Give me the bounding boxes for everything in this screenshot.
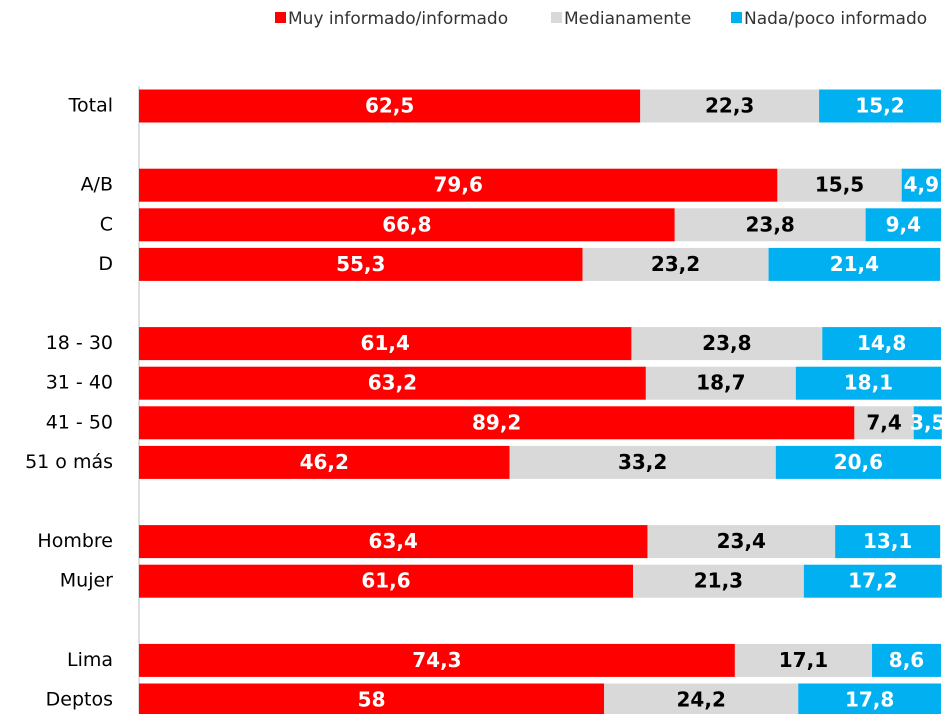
value-label: 3,5 [910,410,945,434]
category-label: 41 - 50 [46,411,113,433]
bar-segment [865,208,941,242]
value-label: 23,8 [702,331,751,355]
value-label: 23,2 [651,252,700,276]
value-label: 61,6 [361,569,410,593]
value-label: 33,2 [618,450,667,474]
value-label: 63,2 [368,371,417,395]
bar-segment [139,406,855,440]
value-label: 79,6 [434,173,483,197]
bar-segment [777,168,902,202]
value-label: 15,5 [815,173,864,197]
bar-segment [822,327,941,361]
bar-segment [647,525,836,559]
value-label: 24,2 [677,688,726,712]
value-label: 89,2 [472,410,521,434]
bar-segment [139,366,646,400]
bar-segment [645,366,796,400]
bar-segment [139,247,583,281]
value-label: 21,3 [694,569,743,593]
category-label: 31 - 40 [46,372,113,394]
value-label: 22,3 [705,94,754,118]
category-label: 18 - 30 [46,332,113,354]
value-label: 61,4 [361,331,410,355]
value-label: 23,8 [745,212,794,236]
value-label: 46,2 [300,450,349,474]
value-label: 17,8 [845,688,894,712]
bar-segment [803,564,942,598]
value-label: 8,6 [889,648,924,672]
bar-segment [139,89,641,123]
value-label: 20,6 [834,450,883,474]
value-label: 17,2 [848,569,897,593]
value-label: 9,4 [886,212,921,236]
bar-segment [139,445,510,479]
bar-segment [139,643,735,677]
bar-segment [604,683,799,714]
legend-swatch [731,12,742,23]
value-label: 18,1 [844,371,893,395]
legend-label: Muy informado/informado [288,9,508,29]
value-label: 58 [358,688,386,712]
value-label: 21,4 [830,252,879,276]
value-label: 13,1 [863,529,912,553]
category-label: 51 o más [25,451,113,473]
bar-segment [640,89,820,123]
bar-segment [631,327,823,361]
bar-segment [139,564,634,598]
bar-segment [734,643,873,677]
value-label: 62,5 [365,94,414,118]
bar-segment [139,683,605,714]
category-label: C [100,213,113,235]
bar-segment [901,168,941,202]
bar-segment [775,445,941,479]
bar-segment [798,683,941,714]
value-label: 17,1 [779,648,828,672]
bar-segment [674,208,866,242]
value-label: 74,3 [412,648,461,672]
bar-segment [139,168,778,202]
category-label: Mujer [60,570,113,592]
legend-label: Medianamente [564,9,691,29]
value-label: 55,3 [336,252,385,276]
category-label: Deptos [46,689,113,711]
bar-segment [139,208,675,242]
value-label: 7,4 [866,410,901,434]
value-label: 14,8 [857,331,906,355]
value-label: 23,4 [717,529,766,553]
bar-segment [509,445,776,479]
category-label: Hombre [37,530,113,552]
bar-segment [872,643,941,677]
value-label: 63,4 [369,529,418,553]
legend-swatch [275,12,286,23]
bar-segment [795,366,941,400]
bar-segment [139,327,632,361]
bar-segment [819,89,941,123]
value-label: 15,2 [855,94,904,118]
value-label: 4,9 [904,173,939,197]
bar-segment [633,564,804,598]
legend-label: Nada/poco informado [744,9,927,29]
value-label: 18,7 [696,371,745,395]
legend-swatch [551,12,562,23]
category-label: A/B [81,174,113,196]
bar-segment [835,525,941,559]
bar-segment [582,247,769,281]
bar-segment [913,406,942,440]
category-label: Total [68,95,113,117]
category-label: D [98,253,113,275]
category-label: Lima [67,649,113,671]
bar-segment [139,525,648,559]
bar-segment [854,406,914,440]
value-label: 66,8 [382,212,431,236]
bar-segment [768,247,941,281]
